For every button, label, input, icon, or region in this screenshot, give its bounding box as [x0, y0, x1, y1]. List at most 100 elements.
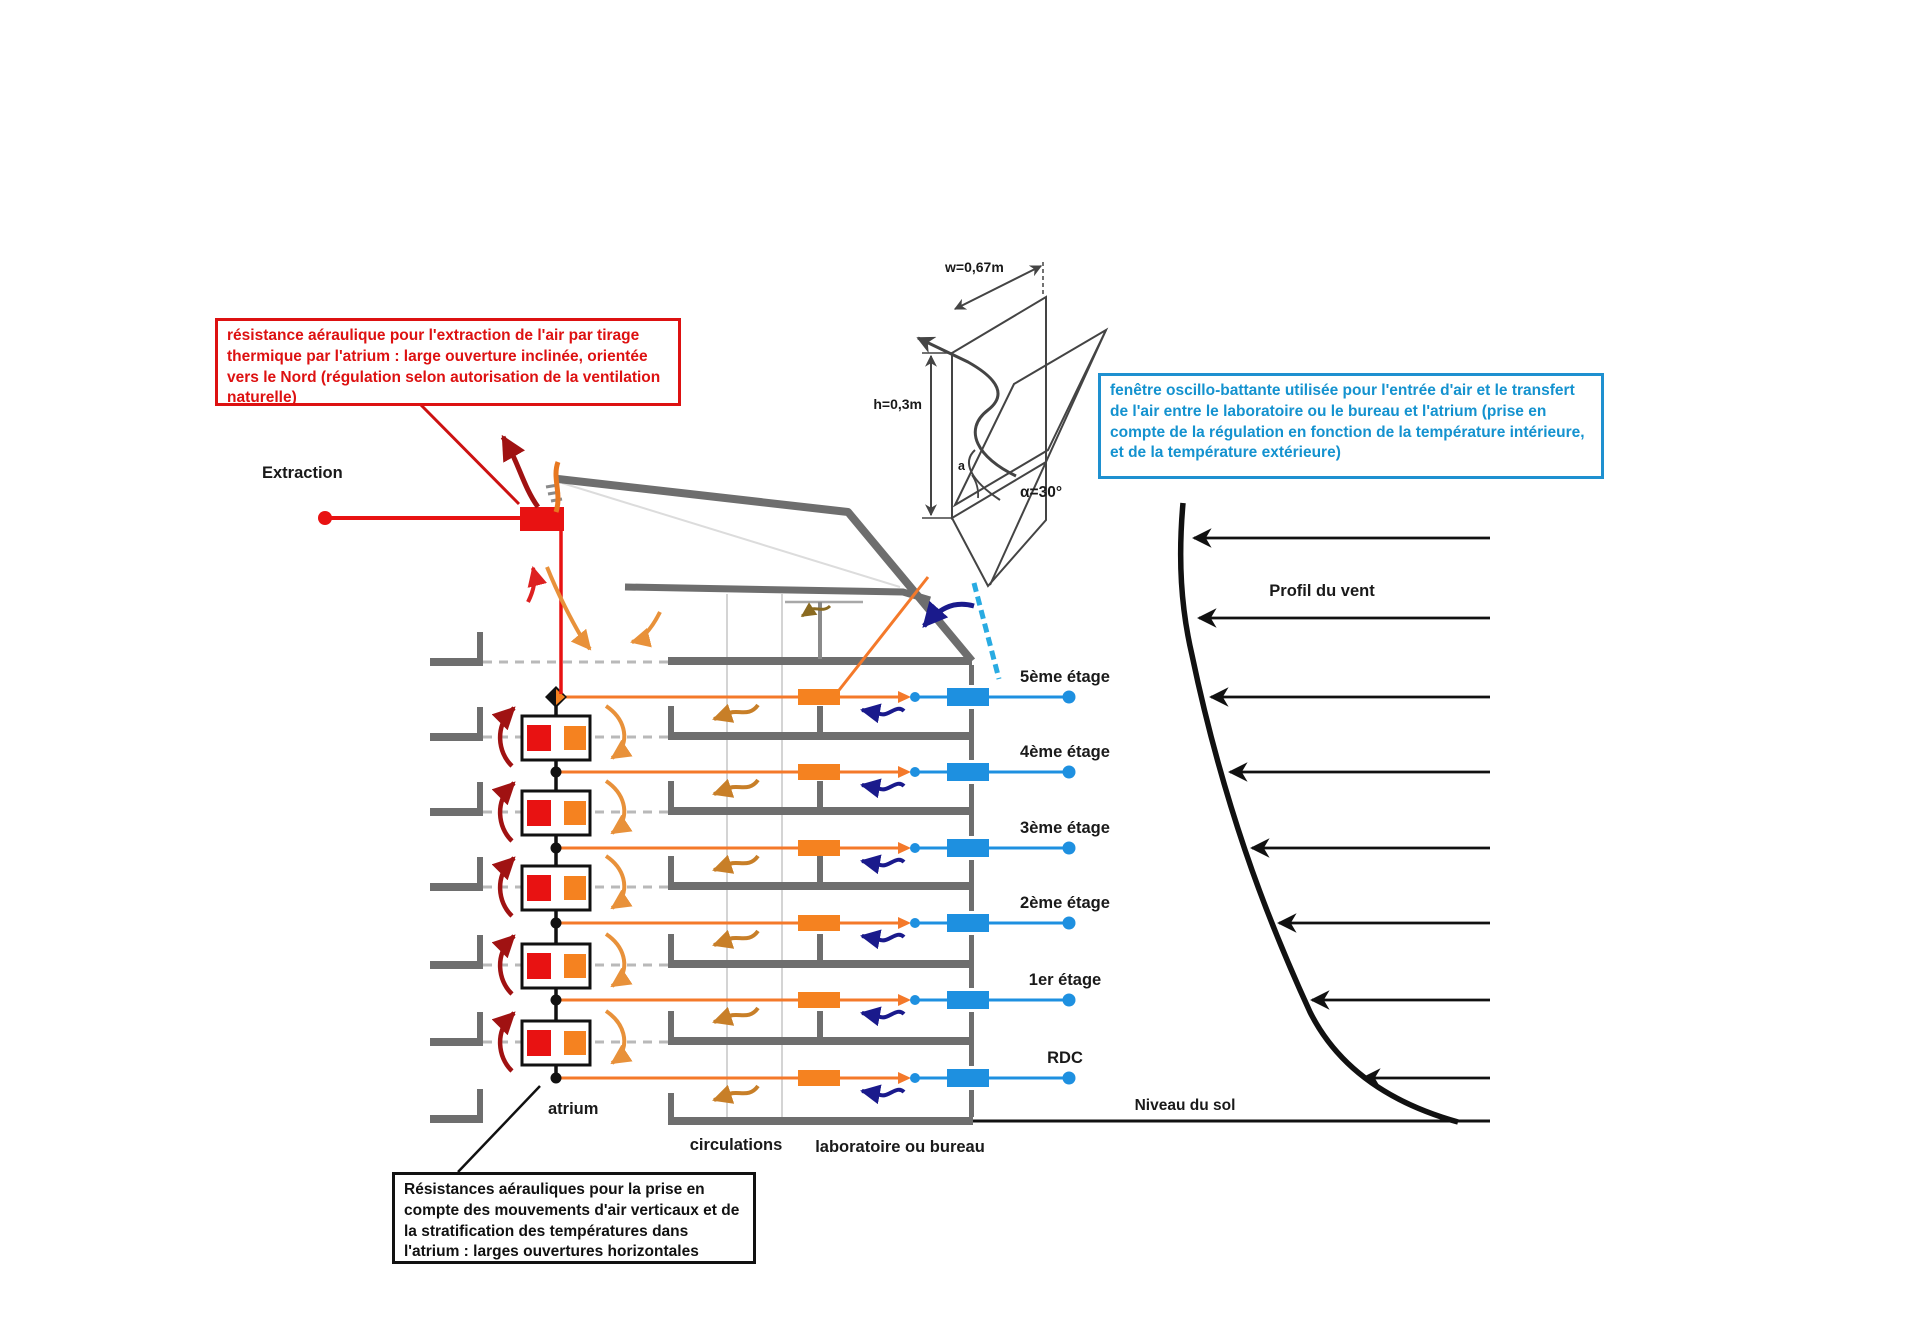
- lab-resistance-box: [798, 764, 840, 780]
- atrium-rising-air-arrow: [491, 856, 516, 918]
- roof-window-connection-line: [834, 576, 930, 695]
- atrium-rising-air-arrow: [491, 706, 516, 768]
- atrium-node-dot: [550, 842, 562, 854]
- attic-airflow-arrow: [800, 602, 832, 618]
- lab-resistance-box: [798, 689, 840, 705]
- facade-segment: [969, 1045, 974, 1066]
- left-floor-slab: [430, 808, 483, 816]
- left-slab-wall-stub: [477, 1012, 483, 1038]
- atrium-top-node-orange: [556, 689, 565, 705]
- atrium-descending-air-arrow: [604, 704, 633, 760]
- vertical-resistance-red-box: [527, 725, 551, 751]
- laboratory-label: laboratoire ou bureau: [815, 1138, 985, 1156]
- orange-arrowhead: [898, 691, 911, 703]
- vertical-resistance-red-box: [527, 953, 551, 979]
- window-width-dimension: [953, 265, 1043, 310]
- window-airflow-wavy-arrow: [860, 778, 906, 799]
- facade-segment: [969, 935, 974, 968]
- window-angle-label: α=30°: [1020, 484, 1062, 501]
- circulation-wall-stub: [668, 781, 674, 807]
- window-resistance-box: [947, 1069, 989, 1087]
- facade-segment: [969, 784, 974, 815]
- wind-profile-curve: [1177, 502, 1459, 1125]
- extraction-note-box: résistance aéraulique pour l'extraction …: [215, 318, 681, 406]
- roof-air-entry-arrow: [922, 600, 975, 628]
- exterior-node-dot: [1062, 765, 1076, 779]
- left-slab-wall-stub: [477, 857, 483, 883]
- laboratory-wall-stub: [817, 856, 823, 882]
- window-frame-lower: [951, 462, 1047, 588]
- left-floor-slab: [430, 658, 483, 666]
- floor-label: 5ème étage: [1020, 668, 1110, 686]
- circulation-wall-stub: [668, 706, 674, 732]
- ground-slab-stub: [668, 1093, 674, 1119]
- laboratory-wall-stub: [817, 934, 823, 960]
- circulation-airflow-arrow: [712, 1084, 760, 1104]
- laboratory-wall-stub: [817, 781, 823, 807]
- main-floor-slab: [668, 732, 972, 740]
- exterior-node-dot: [1062, 916, 1076, 930]
- facade-segment: [969, 709, 974, 740]
- left-floor-slab: [430, 883, 483, 891]
- orange-arrowhead: [898, 842, 911, 854]
- circulation-airflow-arrow: [712, 703, 760, 723]
- tilted-window-glazing: [971, 582, 1002, 680]
- main-floor-slab: [668, 657, 972, 665]
- orange-arrowhead: [898, 994, 911, 1006]
- main-floor-slab: [668, 960, 972, 968]
- facade-segment: [969, 1012, 974, 1045]
- facade-segment: [969, 860, 974, 890]
- left-slab-wall-stub: [477, 1089, 483, 1115]
- lab-resistance-box: [798, 1070, 840, 1086]
- atrium-descending-air-arrow: [604, 1009, 633, 1065]
- window-angle-symbol: a: [958, 459, 966, 473]
- circulation-airflow-arrow: [712, 1006, 760, 1026]
- orange-arrowhead: [898, 917, 911, 929]
- atrium-descending-air-arrow: [604, 932, 633, 988]
- vertical-resistance-orange-box: [564, 1031, 586, 1055]
- vertical-resistance-red-box: [527, 875, 551, 901]
- atrium-node-dot: [550, 994, 562, 1006]
- facade-segment: [969, 665, 974, 685]
- atrium-rising-air-arrow: [491, 781, 516, 843]
- floor-label: 3ème étage: [1020, 819, 1110, 837]
- main-floor-slab: [668, 882, 972, 890]
- extraction-note-text: résistance aéraulique pour l'extraction …: [227, 327, 661, 407]
- extraction-exhaust-plume: [553, 461, 561, 513]
- window-detail-drawing: [916, 262, 1109, 588]
- facade-segment: [969, 1090, 974, 1117]
- extraction-line-dot: [318, 511, 332, 525]
- atrium-rising-air-arrow: [491, 1011, 516, 1073]
- atrium-label: atrium: [548, 1100, 598, 1118]
- vertical-resistance-red-box: [527, 1030, 551, 1056]
- window-airflow-arrow: [916, 336, 1017, 478]
- lab-resistance-box: [798, 840, 840, 856]
- roof-glazing-guide-line: [561, 482, 901, 588]
- red-note-pointer-line: [418, 402, 521, 506]
- atrium-descending-air-arrow: [604, 779, 633, 835]
- vertical-resistance-orange-box: [564, 954, 586, 978]
- orange-arrowhead: [898, 1072, 911, 1084]
- window-note-box: fenêtre oscillo-battante utilisée pour l…: [1098, 373, 1604, 479]
- vertical-resistance-orange-box: [564, 876, 586, 900]
- window-resistance-box: [947, 914, 989, 932]
- window-open-sash: [952, 327, 1109, 508]
- left-slab-wall-stub: [477, 707, 483, 733]
- ground-slab: [668, 1117, 973, 1125]
- roof-slope: [557, 475, 976, 664]
- left-slab-wall-stub: [477, 632, 483, 658]
- black-note-pointer-line: [457, 1085, 541, 1173]
- atrium-note-text: Résistances aérauliques pour la prise en…: [404, 1181, 740, 1261]
- circulation-airflow-arrow: [712, 854, 760, 874]
- roof-lower-slab: [624, 583, 931, 604]
- exterior-node-dot: [1062, 993, 1076, 1007]
- facade-segment: [969, 890, 974, 911]
- circulation-airflow-arrow: [712, 778, 760, 798]
- facade-segment: [969, 740, 974, 760]
- circulations-label: circulations: [690, 1136, 783, 1154]
- window-airflow-wavy-arrow: [860, 929, 906, 950]
- window-resistance-box: [947, 991, 989, 1009]
- orange-arrowhead: [898, 766, 911, 778]
- extraction-exhaust-arrow: [500, 434, 541, 509]
- laboratory-wall-stub: [817, 706, 823, 732]
